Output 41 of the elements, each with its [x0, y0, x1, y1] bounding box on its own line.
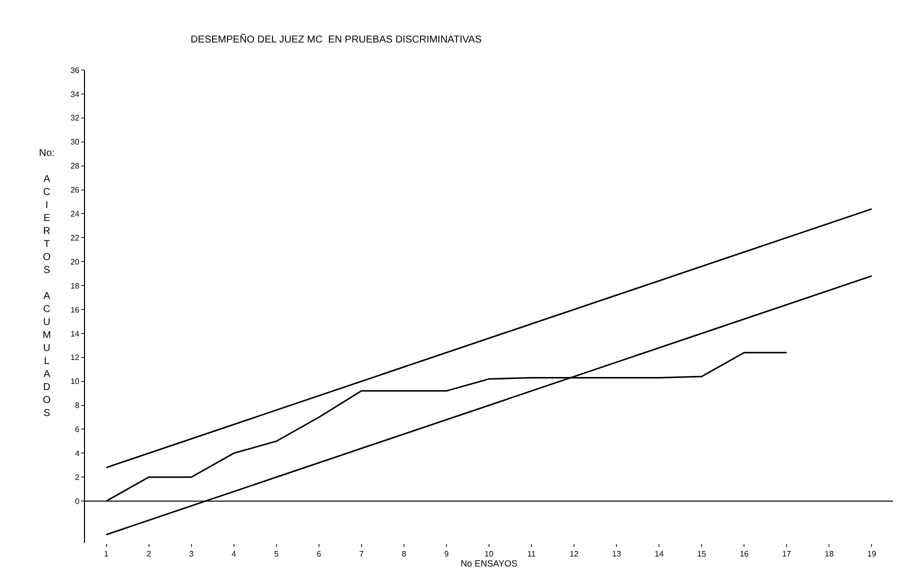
y-tick-label: 20 [70, 257, 80, 266]
y-tick-label: 28 [70, 162, 80, 171]
y-tick-label: 18 [70, 281, 80, 290]
x-tick-label: 11 [527, 550, 536, 559]
y-tick-label: 24 [70, 210, 80, 218]
x-tick-label: 8 [402, 550, 407, 559]
y-tick-label: 8 [74, 401, 80, 410]
x-tick-label: 16 [740, 550, 750, 559]
x-tick-label: 7 [359, 550, 364, 559]
y-tick-label: 12 [70, 353, 80, 362]
x-tick-label: 15 [697, 550, 707, 559]
x-axis-title: No ENSAYOS [460, 558, 518, 569]
y-tick-label: 14 [70, 329, 80, 338]
x-tick-label: 4 [232, 550, 237, 559]
x-tick-label: 1 [104, 550, 110, 559]
y-tick-label: 6 [74, 425, 80, 434]
x-tick-label: 2 [146, 550, 152, 559]
y-tick-label: 36 [70, 66, 80, 75]
y-tick-label: 22 [70, 233, 80, 242]
y-tick-label: 26 [70, 186, 80, 195]
y-tick-label: 0 [74, 496, 80, 506]
y-tick-label: 32 [70, 114, 80, 123]
y-tick-label: 16 [70, 305, 80, 314]
y-tick-label: 30 [70, 138, 80, 147]
x-tick-label: 19 [867, 550, 877, 559]
x-tick-label: 13 [612, 550, 622, 559]
x-tick-label: 18 [824, 550, 834, 559]
x-tick-label: 6 [316, 550, 322, 559]
x-tick-label: 17 [782, 550, 792, 559]
y-tick-label: 34 [70, 90, 80, 99]
x-tick-label: 5 [274, 550, 280, 559]
text: No: ACIERTOS ACUMULADOS [39, 148, 55, 419]
x-tick-label: 12 [570, 550, 580, 559]
y-tick-label: 4 [74, 448, 80, 458]
x-tick-label: 14 [654, 550, 664, 559]
x-tick-label: 3 [189, 550, 194, 559]
y-tick-label: 2 [74, 472, 80, 482]
y-tick-label: 10 [70, 377, 80, 386]
chart-title: DESEMPEÑO DEL JUEZ MC EN PRUEBAS DISCRIMINATIVAS [190, 33, 482, 46]
x-tick-label: 10 [484, 550, 494, 559]
x-tick-label: 9 [444, 550, 450, 559]
